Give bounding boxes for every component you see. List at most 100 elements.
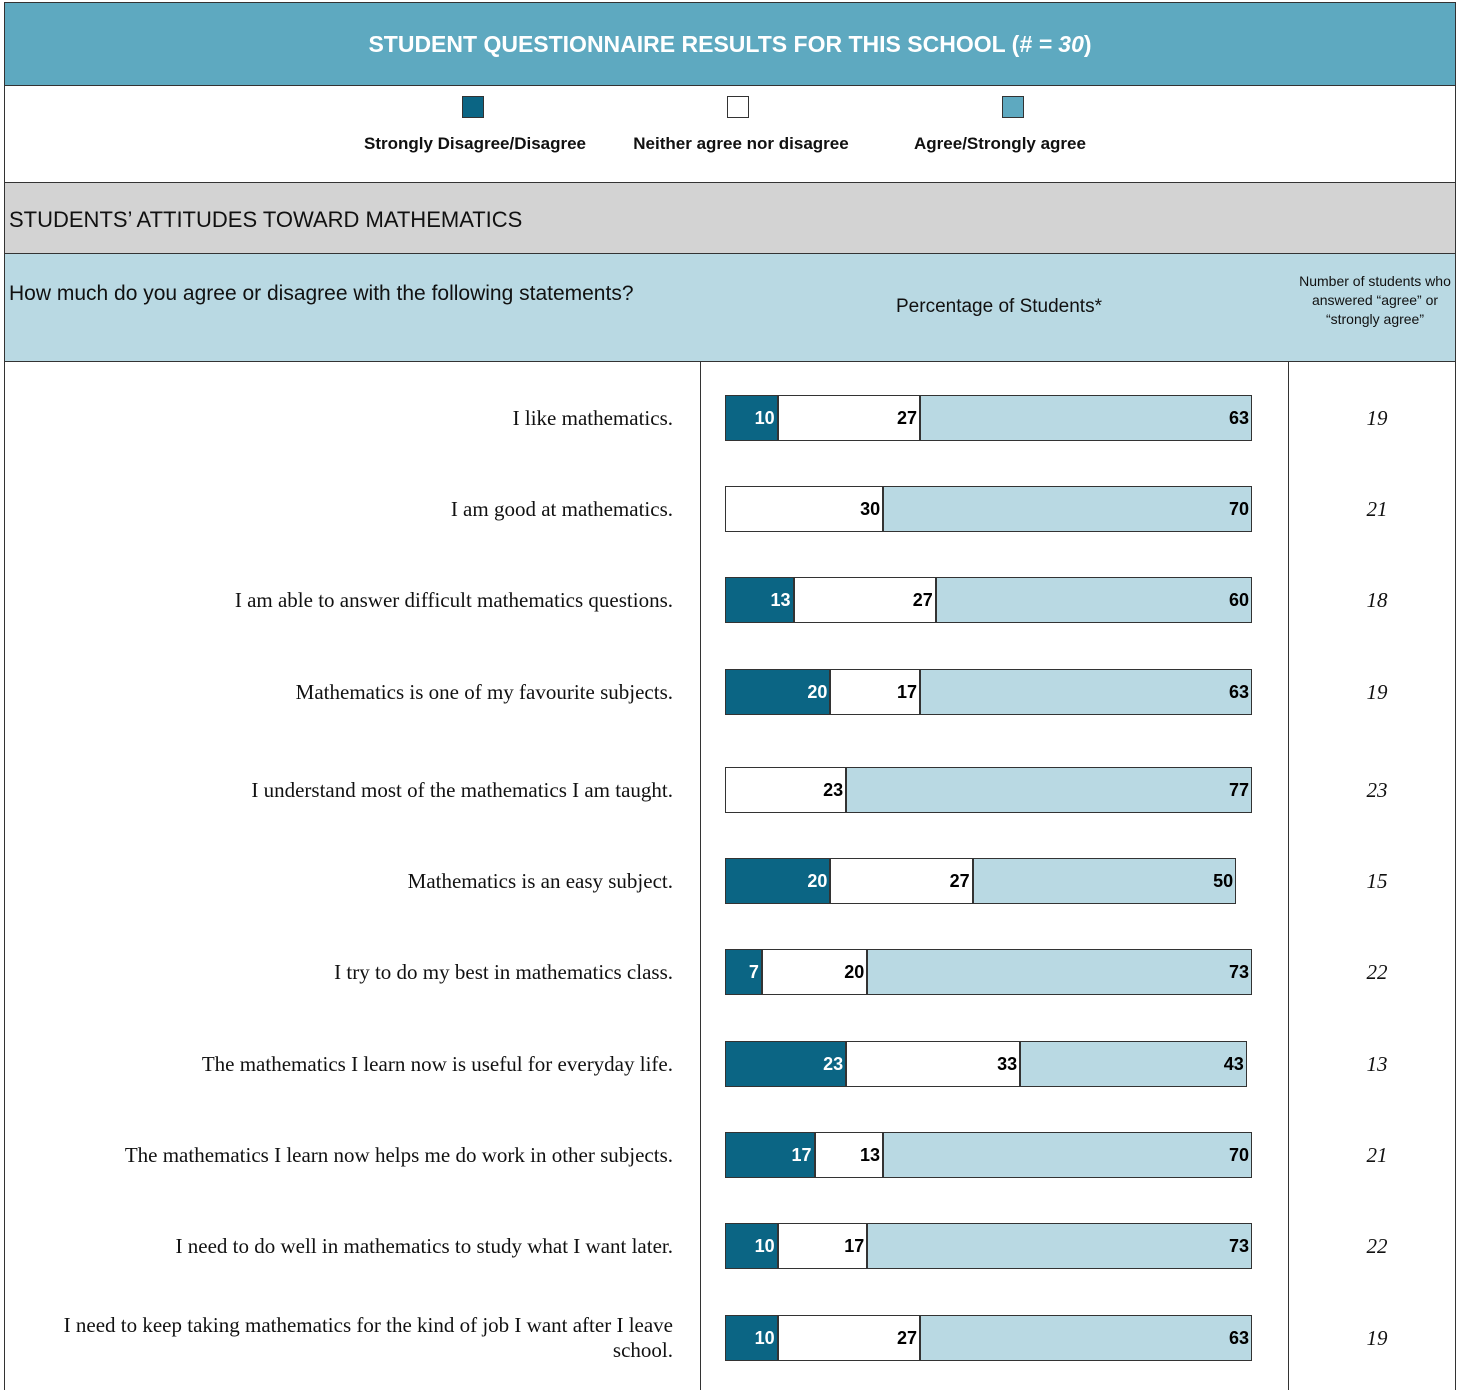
legend-label: Strongly Disagree/Disagree [363, 134, 587, 153]
data-label: 63 [1228, 408, 1249, 428]
statement-label: I like mathematics. [512, 406, 673, 430]
legend-item-agree: Agree/Strongly agree [900, 96, 1100, 154]
bar-segment-agree: 50 [972, 858, 1237, 904]
bar-segment-disagree: 17 [725, 1132, 815, 1178]
frame-left-border [4, 362, 5, 1390]
bar-segment-disagree: 23 [725, 1041, 847, 1087]
bar-segment-agree: 73 [867, 1223, 1252, 1269]
bar-segment-neutral: 27 [777, 1315, 920, 1361]
agree-count: 19 [1366, 406, 1388, 430]
agree-count: 21 [1366, 1143, 1388, 1167]
data-label: 73 [1228, 962, 1249, 982]
bar-segment-neutral: 27 [830, 858, 973, 904]
data-label: 17 [896, 682, 917, 702]
bar-segment-disagree: 20 [725, 858, 831, 904]
legend-swatch-disagree [462, 96, 484, 118]
section-header: STUDENTS’ ATTITUDES TOWARD MATHEMATICS [4, 183, 1456, 254]
bar-segment-neutral: 23 [725, 767, 847, 813]
data-label: 17 [844, 1236, 865, 1256]
section-title: STUDENTS’ ATTITUDES TOWARD MATHEMATICS [9, 207, 523, 232]
data-label: 50 [1213, 871, 1234, 891]
bar-segment-neutral: 17 [777, 1223, 868, 1269]
bar-segment-disagree: 20 [725, 669, 831, 715]
statement-label: Mathematics is an easy subject. [407, 869, 673, 893]
data-label: 73 [1228, 1236, 1249, 1256]
legend: Strongly Disagree/Disagree Neither agree… [4, 86, 1456, 183]
column-divider-right [1288, 362, 1289, 1390]
bar-segment-neutral: 17 [830, 669, 920, 715]
data-label: 20 [807, 682, 828, 702]
bar-segment-neutral: 20 [761, 949, 868, 995]
statement-label: I am good at mathematics. [450, 497, 673, 521]
data-label: 27 [896, 1328, 917, 1348]
data-label: 13 [770, 590, 791, 610]
data-label: 20 [844, 962, 865, 982]
data-label: 63 [1228, 682, 1249, 702]
data-label: 10 [754, 1236, 775, 1256]
legend-swatch-agree [1002, 96, 1024, 118]
bar-segment-agree: 43 [1020, 1041, 1247, 1087]
legend-item-disagree: Strongly Disagree/Disagree [350, 96, 600, 154]
legend-label: Neither agree nor disagree [633, 134, 849, 153]
bar-segment-agree: 70 [883, 486, 1252, 532]
data-label: 13 [860, 1145, 881, 1165]
bar-segment-agree: 63 [919, 669, 1252, 715]
statement-label: The mathematics I learn now is useful fo… [201, 1052, 673, 1076]
statement-label: Mathematics is one of my favourite subje… [295, 680, 673, 704]
statement-label: I try to do my best in mathematics class… [334, 960, 673, 984]
agree-count: 22 [1366, 1234, 1388, 1258]
data-label: 77 [1228, 780, 1249, 800]
bar-segment-neutral: 27 [793, 577, 936, 623]
bar-segment-disagree: 10 [725, 395, 778, 441]
data-label: 60 [1228, 590, 1249, 610]
bar-segment-neutral: 13 [814, 1132, 884, 1178]
agree-count: 19 [1366, 1326, 1388, 1350]
agree-count: 19 [1366, 680, 1388, 704]
statement-label: I need to keep taking mathematics for th… [63, 1313, 673, 1362]
bar-segment-agree: 70 [883, 1132, 1252, 1178]
agree-count: 23 [1366, 778, 1388, 802]
bar-segment-agree: 63 [919, 1315, 1252, 1361]
data-label: 27 [949, 871, 970, 891]
bar-segment-agree: 73 [867, 949, 1252, 995]
bar-segment-neutral: 33 [846, 1041, 1021, 1087]
column-header-row: How much do you agree or disagree with t… [4, 254, 1456, 362]
bar-segment-disagree: 10 [725, 1223, 778, 1269]
data-label: 20 [807, 871, 828, 891]
data-label: 7 [748, 962, 759, 982]
bar-segment-neutral: 27 [777, 395, 920, 441]
legend-label: Agree/Strongly agree [914, 134, 1086, 153]
agree-count: 13 [1366, 1052, 1388, 1076]
question-header: How much do you agree or disagree with t… [9, 282, 634, 305]
statement-label: I understand most of the mathematics I a… [251, 778, 673, 802]
page-title: STUDENT QUESTIONNAIRE RESULTS FOR THIS S… [368, 30, 1092, 57]
data-label: 23 [823, 780, 844, 800]
bar-segment-agree: 60 [935, 577, 1252, 623]
data-label: 33 [997, 1054, 1018, 1074]
legend-item-neutral: Neither agree nor disagree [617, 96, 865, 154]
bar-segment-agree: 63 [919, 395, 1252, 441]
column-divider-left [700, 362, 701, 1390]
data-label: 23 [823, 1054, 844, 1074]
bar-segment-disagree: 13 [725, 577, 794, 623]
count-header: Number of students who answered “agree” … [1299, 273, 1451, 327]
data-label: 10 [754, 1328, 775, 1348]
statement-label: I am able to answer difficult mathematic… [234, 588, 673, 612]
statement-label: I need to do well in mathematics to stud… [175, 1234, 673, 1258]
data-label: 70 [1228, 1145, 1249, 1165]
bar-segment-disagree: 10 [725, 1315, 778, 1361]
bar-segment-agree: 77 [846, 767, 1252, 813]
agree-count: 21 [1366, 497, 1388, 521]
data-label: 43 [1223, 1054, 1244, 1074]
data-label: 63 [1228, 1328, 1249, 1348]
agree-count: 18 [1366, 588, 1388, 612]
title-bar: STUDENT QUESTIONNAIRE RESULTS FOR THIS S… [4, 2, 1456, 86]
statement-label: The mathematics I learn now helps me do … [124, 1143, 673, 1167]
data-label: 27 [896, 408, 917, 428]
data-label: 30 [860, 499, 881, 519]
legend-swatch-neutral [727, 96, 749, 118]
data-label: 17 [791, 1145, 812, 1165]
data-label: 10 [754, 408, 775, 428]
bar-segment-neutral: 30 [725, 486, 884, 532]
agree-count: 15 [1366, 869, 1388, 893]
